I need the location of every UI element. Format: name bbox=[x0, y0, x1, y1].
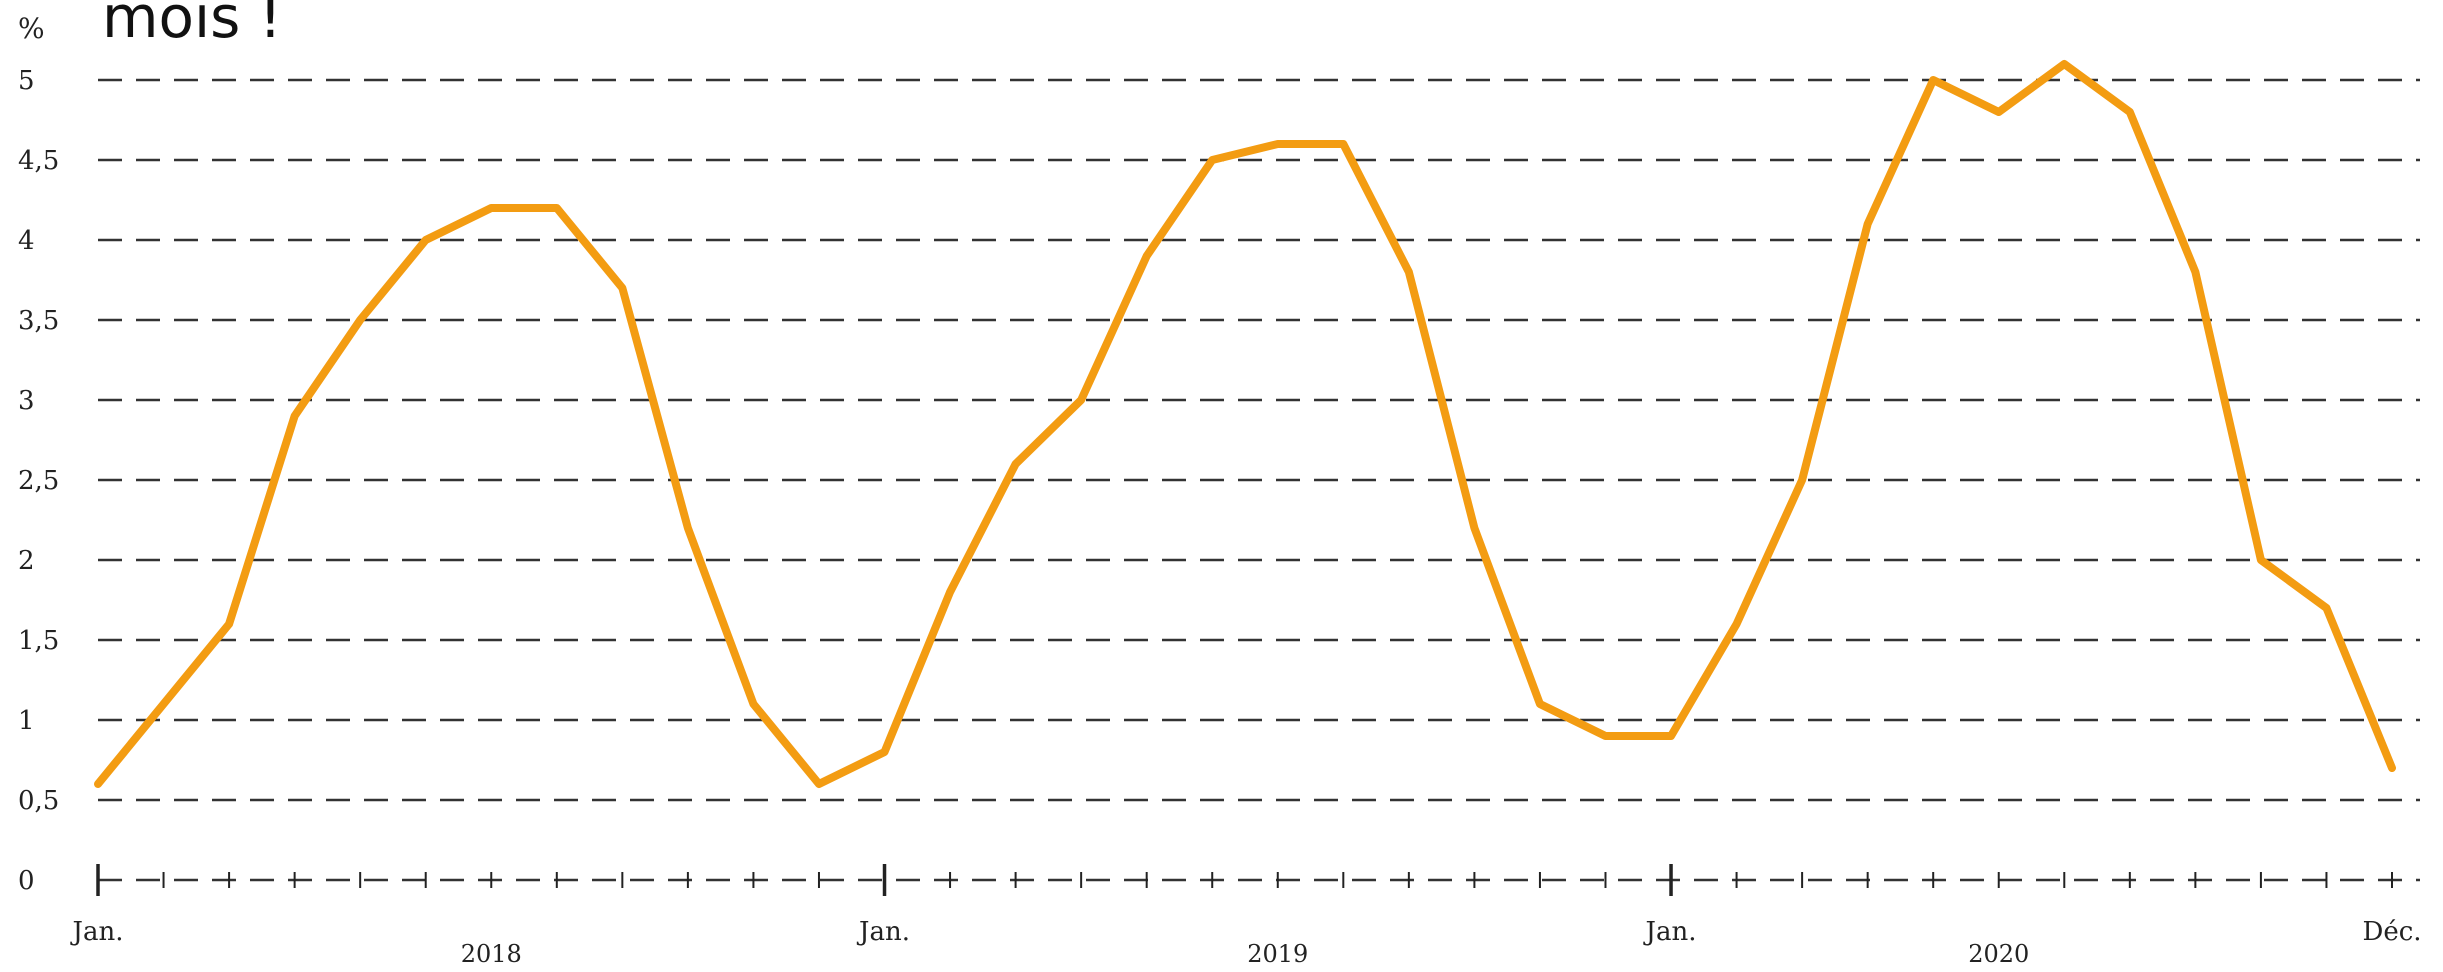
y-tick-label: 5 bbox=[18, 66, 35, 96]
y-tick-label: 0,5 bbox=[18, 786, 59, 816]
x-year-label: 2019 bbox=[1247, 940, 1308, 967]
x-month-label: Jan. bbox=[1643, 917, 1697, 947]
x-year-label: 2018 bbox=[461, 940, 522, 967]
y-axis-unit-label: % bbox=[18, 12, 45, 45]
y-tick-label: 1,5 bbox=[18, 626, 59, 656]
caption-fragment: mois ! bbox=[102, 0, 283, 51]
x-month-label: Jan. bbox=[70, 917, 124, 947]
y-tick-label: 2,5 bbox=[18, 466, 59, 496]
y-tick-label: 4,5 bbox=[18, 146, 59, 176]
y-tick-label: 1 bbox=[18, 706, 35, 736]
x-month-label: Jan. bbox=[856, 917, 910, 947]
x-month-label: Déc. bbox=[2362, 917, 2421, 947]
data-series-line bbox=[94, 60, 2396, 788]
x-year-label: 2020 bbox=[1968, 940, 2029, 967]
y-tick-label: 3 bbox=[18, 386, 35, 416]
y-tick-label: 3,5 bbox=[18, 306, 59, 336]
y-tick-label: 2 bbox=[18, 546, 35, 576]
y-tick-label: 0 bbox=[18, 866, 35, 896]
y-tick-label: 4 bbox=[18, 226, 35, 256]
